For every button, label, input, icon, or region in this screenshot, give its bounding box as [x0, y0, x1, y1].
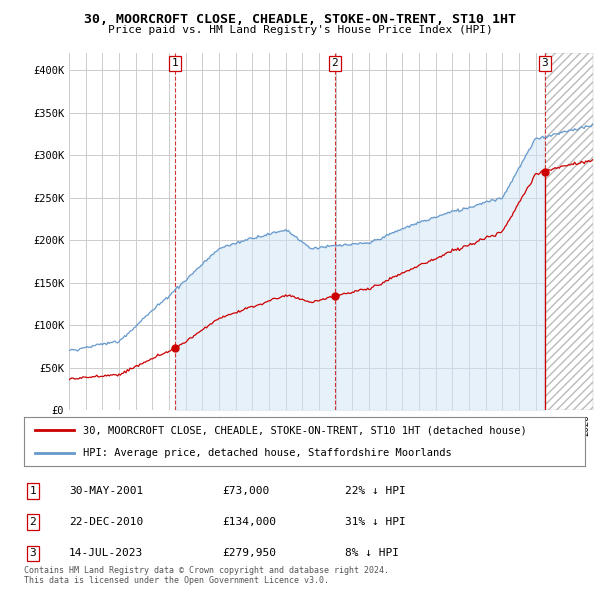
Text: 14-JUL-2023: 14-JUL-2023 — [69, 549, 143, 558]
Text: 30, MOORCROFT CLOSE, CHEADLE, STOKE-ON-TRENT, ST10 1HT: 30, MOORCROFT CLOSE, CHEADLE, STOKE-ON-T… — [84, 13, 516, 26]
Text: 22-DEC-2010: 22-DEC-2010 — [69, 517, 143, 527]
Text: 22% ↓ HPI: 22% ↓ HPI — [345, 486, 406, 496]
Text: 3: 3 — [29, 549, 37, 558]
Text: 2: 2 — [29, 517, 37, 527]
Text: £279,950: £279,950 — [222, 549, 276, 558]
Text: 8% ↓ HPI: 8% ↓ HPI — [345, 549, 399, 558]
Text: 30, MOORCROFT CLOSE, CHEADLE, STOKE-ON-TRENT, ST10 1HT (detached house): 30, MOORCROFT CLOSE, CHEADLE, STOKE-ON-T… — [83, 425, 527, 435]
Text: 1: 1 — [172, 58, 179, 68]
Text: 2: 2 — [332, 58, 338, 68]
Text: 31% ↓ HPI: 31% ↓ HPI — [345, 517, 406, 527]
Text: Price paid vs. HM Land Registry's House Price Index (HPI): Price paid vs. HM Land Registry's House … — [107, 25, 493, 35]
Text: £134,000: £134,000 — [222, 517, 276, 527]
Text: HPI: Average price, detached house, Staffordshire Moorlands: HPI: Average price, detached house, Staf… — [83, 448, 452, 458]
Text: 30-MAY-2001: 30-MAY-2001 — [69, 486, 143, 496]
Text: 1: 1 — [29, 486, 37, 496]
Text: Contains HM Land Registry data © Crown copyright and database right 2024.
This d: Contains HM Land Registry data © Crown c… — [24, 566, 389, 585]
Text: £73,000: £73,000 — [222, 486, 269, 496]
Text: 3: 3 — [541, 58, 548, 68]
